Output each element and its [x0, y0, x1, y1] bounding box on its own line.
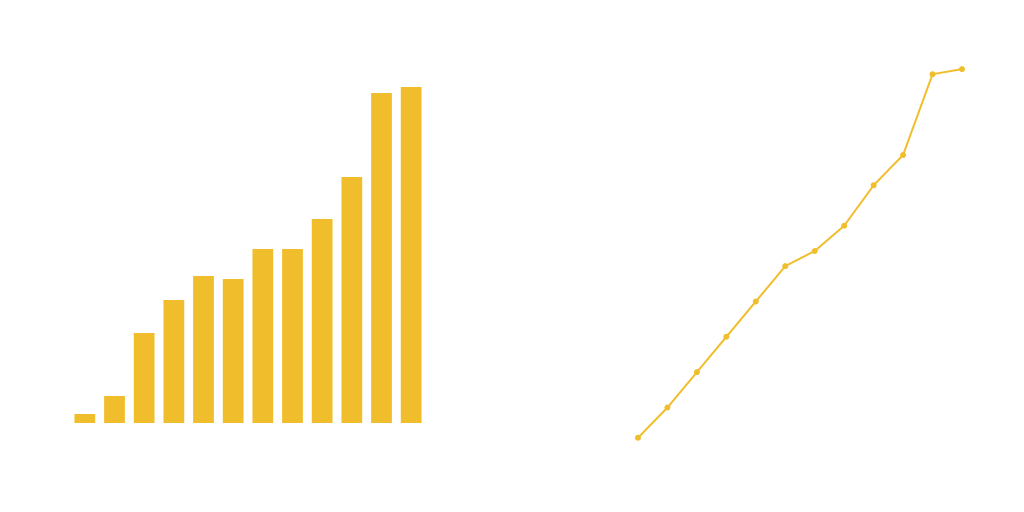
bar-11 — [371, 93, 392, 423]
bar-10 — [341, 177, 363, 423]
line-chart — [635, 66, 965, 441]
line-point-5 — [752, 298, 759, 305]
line-point-12 — [959, 66, 965, 73]
bar-chart — [74, 87, 422, 423]
line-point-2 — [664, 404, 671, 411]
series-line — [637, 68, 963, 439]
bar-9 — [311, 219, 333, 423]
line-point-1 — [635, 434, 641, 441]
bar-12 — [400, 87, 422, 423]
line-point-10 — [900, 152, 907, 158]
bar-8 — [282, 249, 303, 423]
bar-5 — [193, 276, 214, 423]
line-point-4 — [723, 333, 730, 340]
line-point-11 — [929, 71, 936, 78]
bar-2 — [104, 396, 125, 423]
line-point-9 — [870, 182, 877, 189]
line-point-6 — [782, 263, 789, 270]
line-point-3 — [693, 369, 700, 376]
bar-6 — [222, 279, 244, 423]
bar-3 — [133, 333, 155, 423]
line-point-8 — [841, 222, 848, 229]
line-point-7 — [811, 247, 818, 254]
bar-7 — [252, 249, 274, 423]
bar-4 — [163, 300, 185, 423]
bar-1 — [74, 414, 96, 423]
